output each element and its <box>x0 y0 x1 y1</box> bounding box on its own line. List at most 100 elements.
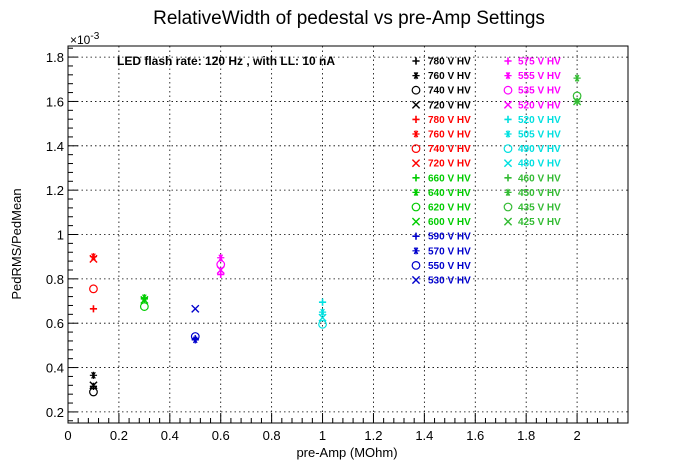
data-point <box>217 254 225 262</box>
axis-ticks <box>67 47 629 423</box>
legend-marker <box>503 202 513 212</box>
legend-entry: 760 V HV <box>428 130 471 141</box>
x-tick-label: 1.8 <box>517 428 535 443</box>
legend-entry: 600 V HV <box>428 217 471 228</box>
y-tick-label: 1.2 <box>46 183 64 198</box>
legend-entry: 620 V HV <box>428 203 471 214</box>
x-tick-label: 0.4 <box>161 428 179 443</box>
data-point <box>318 308 327 316</box>
legend-marker <box>412 57 420 65</box>
data-point <box>191 304 200 313</box>
x-tick-label: 1.4 <box>415 428 433 443</box>
legend-entry: 555 V HV <box>518 71 561 82</box>
legend-entry: 520 V HV <box>518 115 561 126</box>
legend-marker <box>412 174 420 182</box>
data-point <box>217 270 225 279</box>
legend-entry: 450 V HV <box>518 188 561 199</box>
legend-marker <box>503 85 513 95</box>
data-point <box>89 284 98 294</box>
legend-entry: 640 V HV <box>428 188 471 199</box>
data-point <box>89 387 98 397</box>
data-point <box>318 313 327 322</box>
legend-entry: 720 V HV <box>428 100 471 111</box>
legend-entry: 570 V HV <box>428 246 471 257</box>
legend-marker <box>412 115 420 123</box>
data-point <box>140 294 148 302</box>
legend-entry: 530 V HV <box>428 276 471 287</box>
legend-marker <box>504 174 512 182</box>
x-tick-label: 0 <box>64 428 71 443</box>
x-tick-label: 0.2 <box>110 428 128 443</box>
legend-entry: 740 V HV <box>428 144 471 155</box>
legend-entry: 435 V HV <box>518 203 561 214</box>
legend-entry: 660 V HV <box>428 173 471 184</box>
legend-marker <box>504 72 512 80</box>
legend: 780 V HV 760 V HV 740 V HV 720 V HV 780 V HV… <box>411 57 561 287</box>
legend-marker <box>412 247 420 255</box>
data-point <box>572 97 582 106</box>
y-tick-label: 1.4 <box>46 139 64 154</box>
legend-marker <box>503 100 513 109</box>
data-point <box>89 371 98 379</box>
legend-entry: 490 V HV <box>518 144 561 155</box>
legend-entry: 590 V HV <box>428 232 471 243</box>
data-point <box>572 91 582 101</box>
legend-entry: 780 V HV <box>428 57 471 68</box>
y-exponent-power: -3 <box>90 31 99 42</box>
grid-lines <box>67 46 628 423</box>
x-tick-label: 1.6 <box>466 428 484 443</box>
y-tick-label: 1 <box>57 228 64 243</box>
legend-marker <box>411 159 421 168</box>
data-point <box>139 302 149 311</box>
legend-marker <box>411 275 421 285</box>
x-tick-label: 0.6 <box>212 428 230 443</box>
data-points <box>89 74 582 397</box>
legend-entry: 480 V HV <box>518 159 561 170</box>
legend-entry: 460 V HV <box>518 173 561 184</box>
legend-entry: 520 V HV <box>518 100 561 111</box>
data-point <box>573 74 581 82</box>
chart-annotation: LED flash rate: 120 Hz , with LL: 10 nA <box>117 54 335 68</box>
legend-entry: 575 V HV <box>518 57 561 68</box>
legend-entry: 535 V HV <box>518 86 561 97</box>
y-tick-label: 0.2 <box>46 405 64 420</box>
legend-entry: 760 V HV <box>428 71 471 82</box>
x-tick-label: 2 <box>573 428 580 443</box>
chart-title: RelativeWidth of pedestal vs pre-Amp Set… <box>153 8 545 29</box>
legend-marker <box>412 188 420 196</box>
y-tick-label: 0.4 <box>46 361 64 376</box>
y-tick-label: 1.8 <box>46 50 64 65</box>
legend-entry: 425 V HV <box>518 217 561 228</box>
legend-marker <box>504 188 512 196</box>
x-tick-label: 1.2 <box>364 428 382 443</box>
data-point <box>89 305 98 313</box>
legend-marker <box>411 144 421 154</box>
legend-marker <box>411 261 421 270</box>
legend-marker <box>504 115 512 123</box>
data-point <box>216 265 225 275</box>
legend-entry: 505 V HV <box>518 130 561 141</box>
y-tick-label: 0.6 <box>46 316 64 331</box>
data-point <box>89 381 98 390</box>
data-point <box>318 319 327 329</box>
y-axis-exponent: ×10-3 <box>70 31 100 47</box>
legend-marker <box>411 202 421 212</box>
x-tick-label: 1 <box>319 428 326 443</box>
legend-marker <box>412 232 420 240</box>
legend-marker <box>411 100 421 109</box>
legend-marker <box>503 159 513 168</box>
legend-marker <box>412 72 420 80</box>
legend-marker <box>503 217 513 226</box>
y-axis-label: PedRMS/PedMean <box>9 188 24 299</box>
y-exponent-base: ×10 <box>70 33 91 47</box>
legend-entry: 720 V HV <box>428 159 471 170</box>
data-point <box>190 332 200 341</box>
data-point <box>216 260 226 269</box>
legend-marker <box>411 85 421 95</box>
x-tick-label: 0.8 <box>263 428 281 443</box>
x-axis-label: pre-Amp (MOhm) <box>296 445 397 460</box>
data-point <box>89 382 98 391</box>
legend-marker <box>411 217 421 226</box>
legend-marker <box>503 144 513 154</box>
